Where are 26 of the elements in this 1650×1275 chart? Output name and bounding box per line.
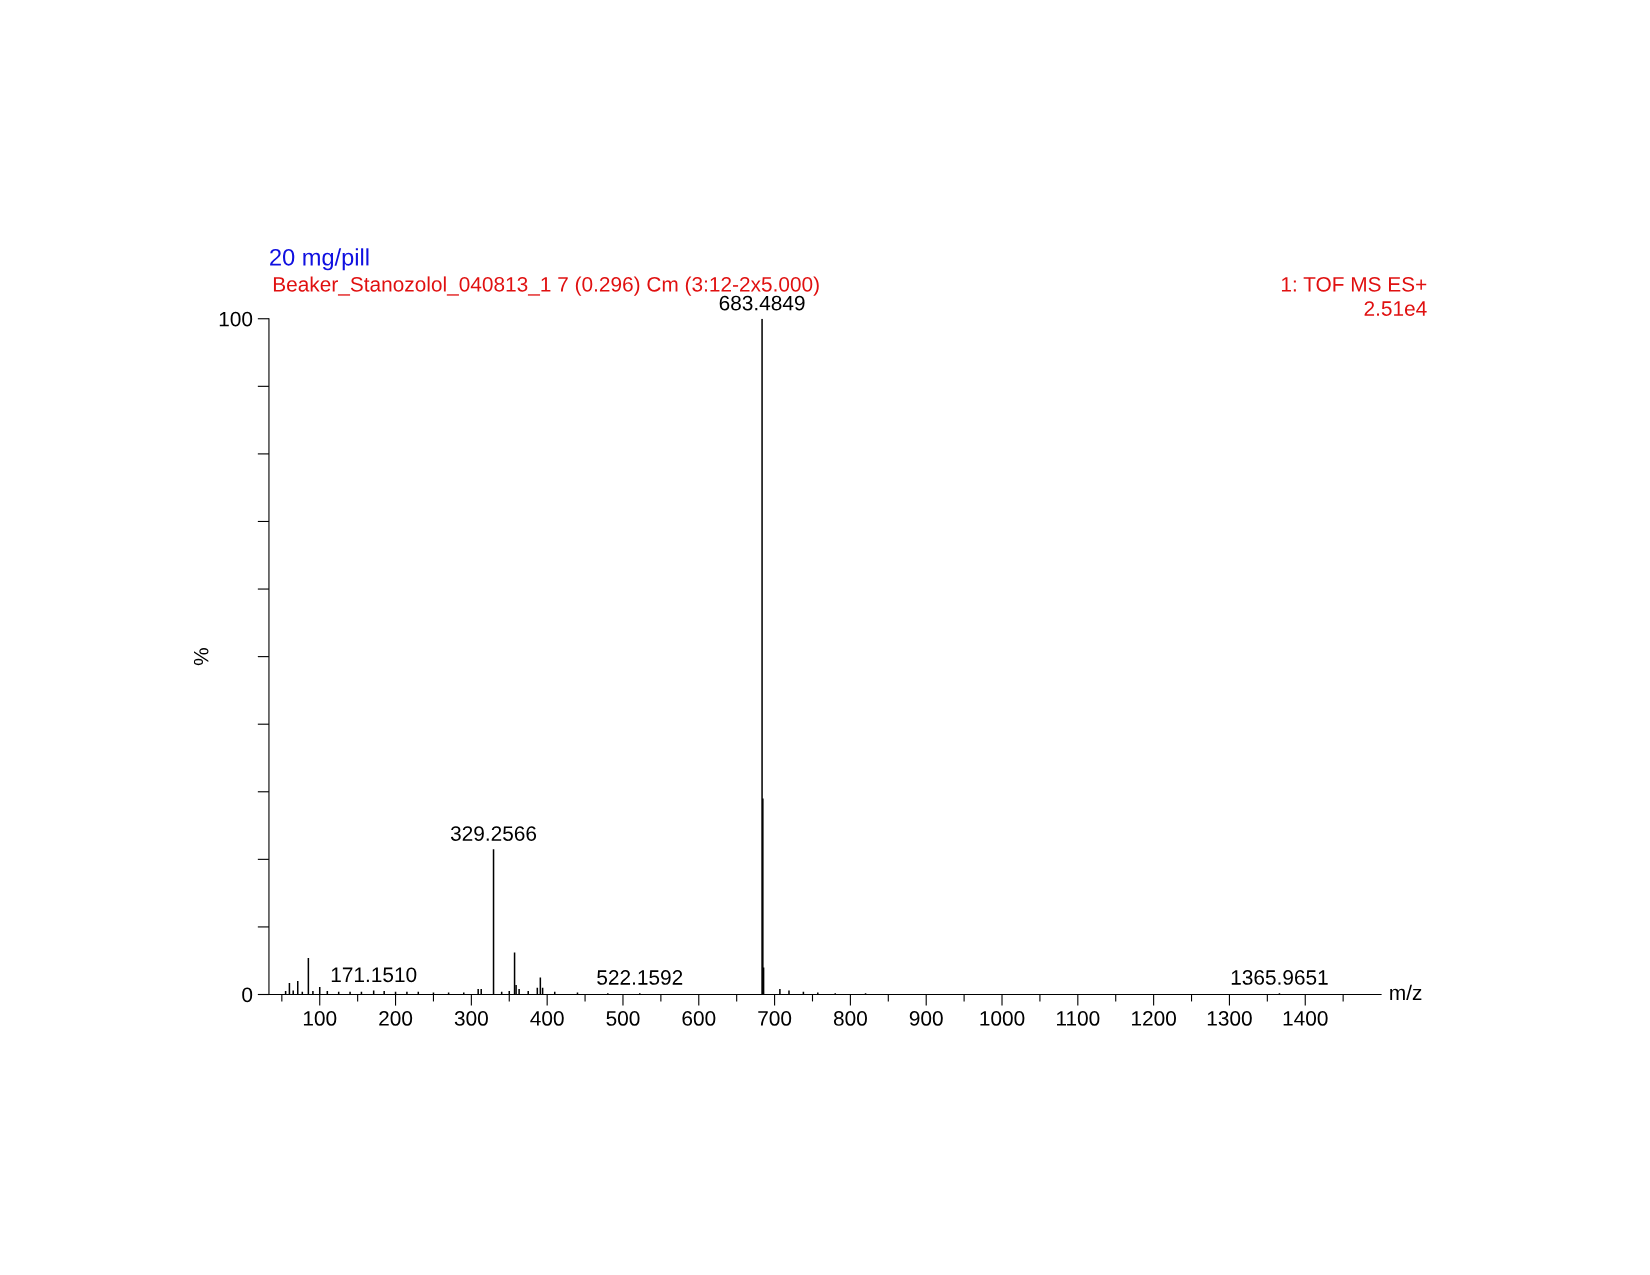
x-tick-label: 500 xyxy=(606,1011,640,1026)
y-tick-label: 0 xyxy=(242,987,253,1003)
x-tick-label: 600 xyxy=(682,1011,716,1026)
x-tick-label: 1400 xyxy=(1283,1011,1328,1026)
x-tick-label: 100 xyxy=(303,1011,337,1026)
x-tick-label: 1000 xyxy=(980,1011,1025,1026)
text: 2.51e4 xyxy=(1364,301,1427,316)
annotation: 329.2566 xyxy=(450,826,537,841)
annotation: 1365.9651 xyxy=(1231,970,1328,985)
text: 1: TOF MS ES+ xyxy=(1281,276,1427,292)
chart-title: 20 mg/pill xyxy=(270,248,369,271)
x-tick-label: 700 xyxy=(758,1011,792,1026)
x-tick-label: 1200 xyxy=(1132,1011,1176,1026)
annotation: 683.4849 xyxy=(719,295,805,311)
x-tick-label: 1300 xyxy=(1207,1011,1252,1026)
chart-subtitle: Beaker_Stanozolol_040813_1 7 (0.296) Cm (3:12-2x5.000) xyxy=(273,276,819,296)
annotation: 522.1592 xyxy=(597,970,683,985)
annotation: 171.1510 xyxy=(331,967,417,983)
x-tick-label: 400 xyxy=(530,1011,564,1026)
y-axis-title: % xyxy=(193,648,209,666)
x-axis-title: m/z xyxy=(1390,984,1422,1001)
x-tick-label: 800 xyxy=(833,1011,867,1026)
x-tick-label: 900 xyxy=(909,1011,943,1026)
x-tick-label: 200 xyxy=(379,1011,413,1026)
x-tick-label: 1100 xyxy=(1057,1011,1100,1026)
x-tick-label: 300 xyxy=(454,1011,488,1026)
